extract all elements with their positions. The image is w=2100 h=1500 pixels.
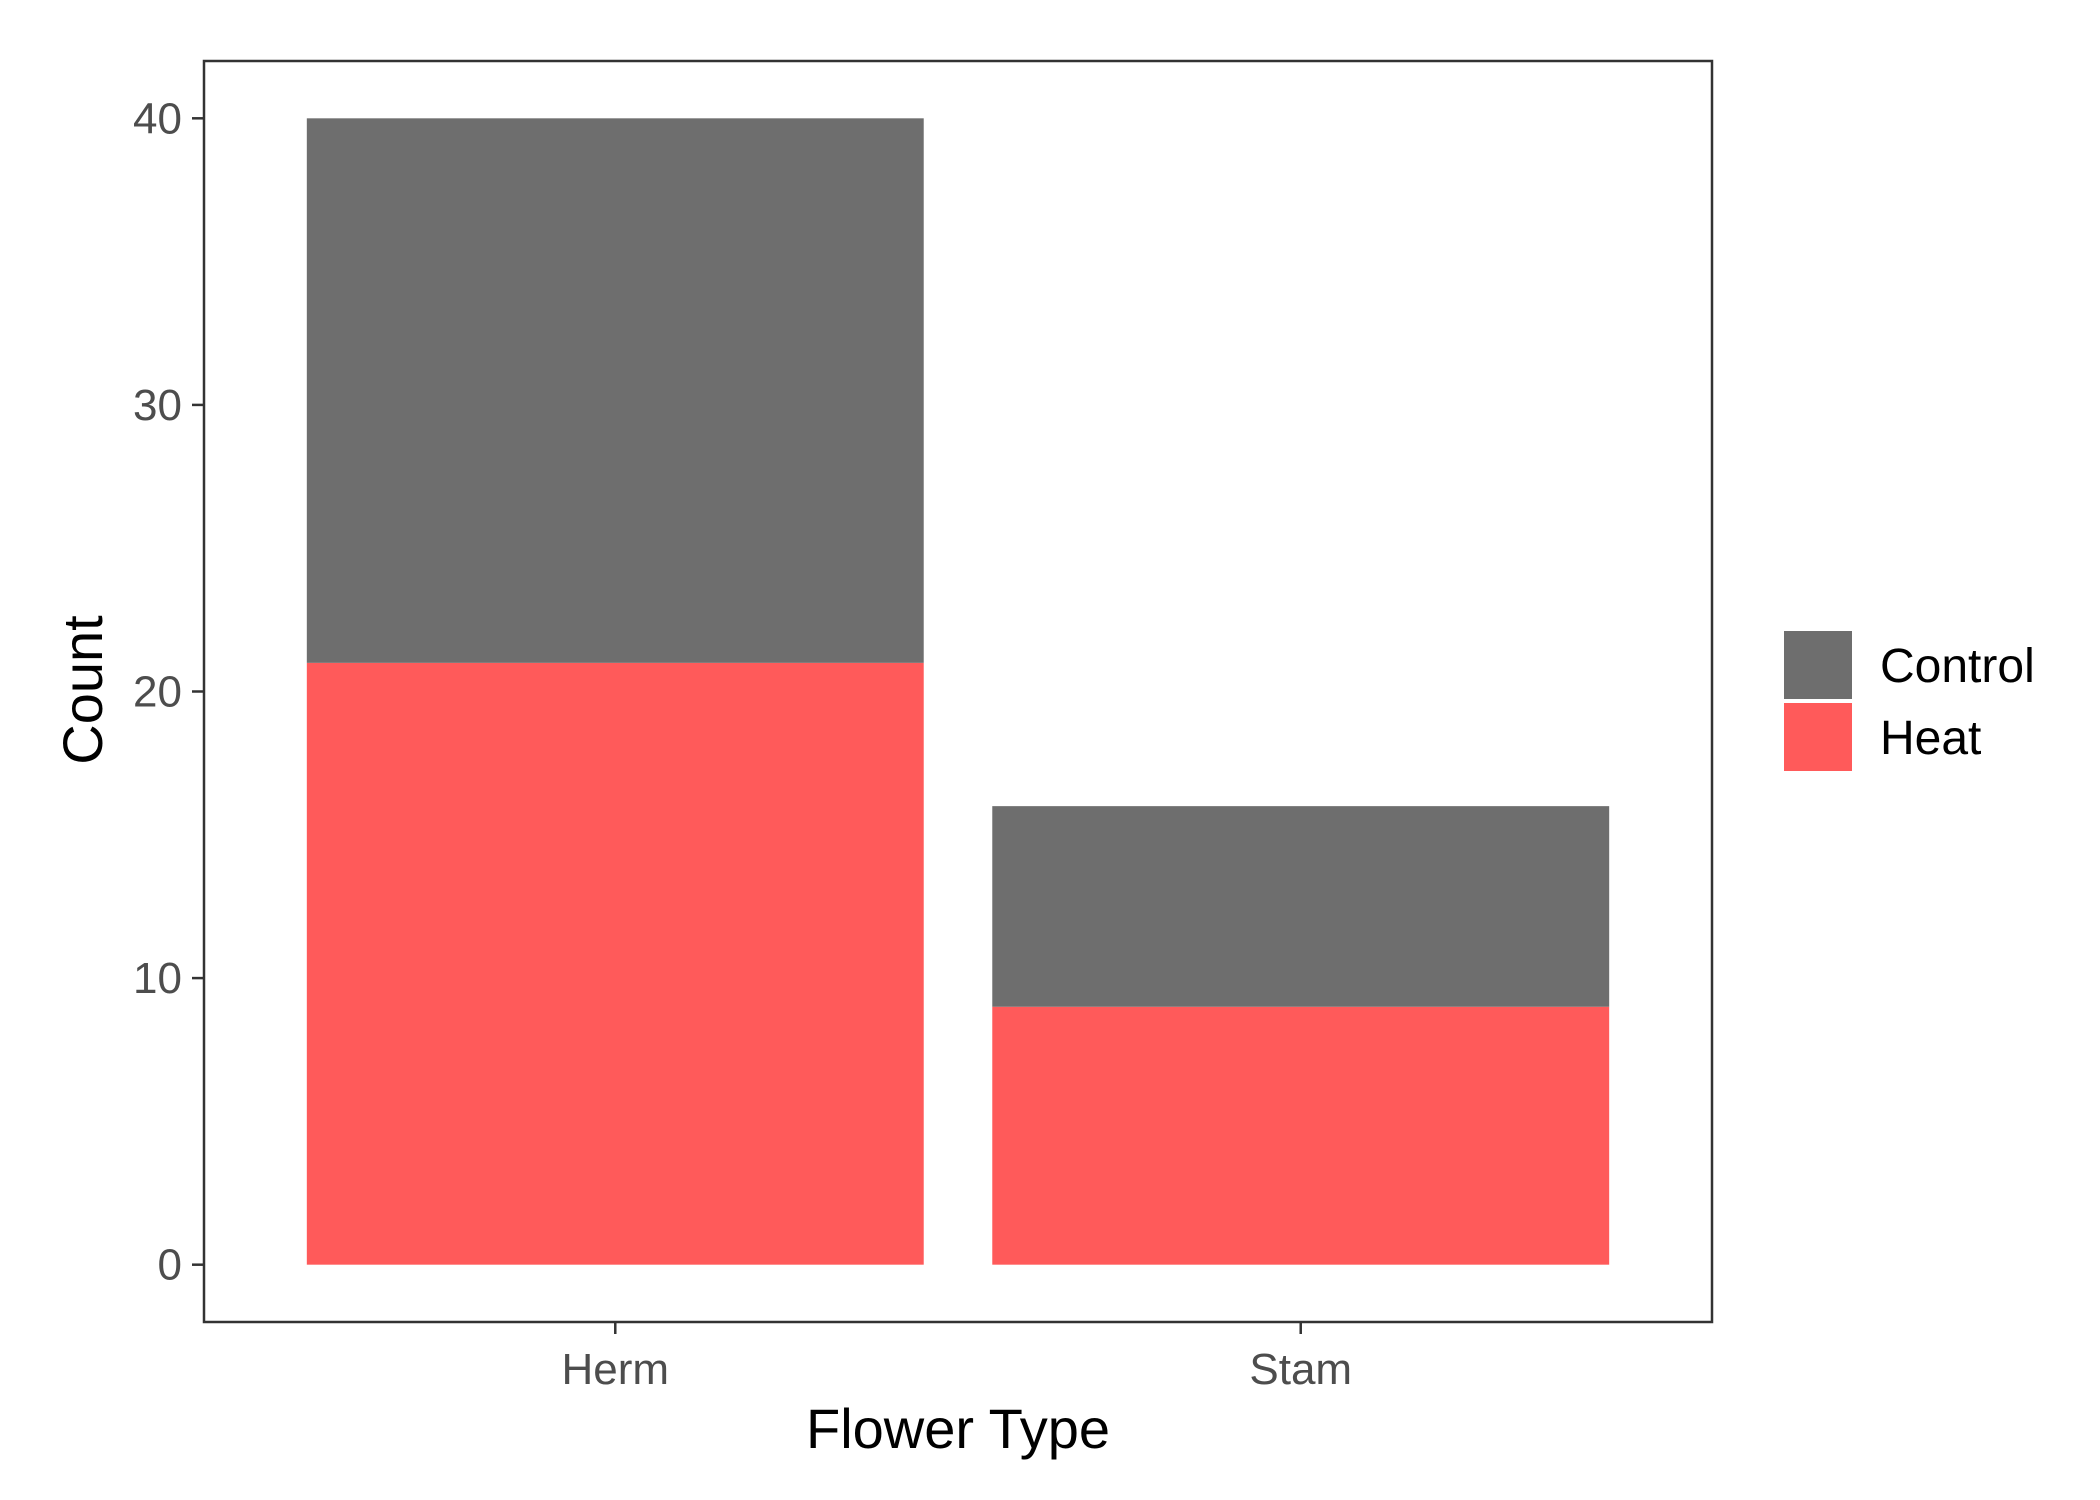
bars-layer bbox=[306, 118, 1610, 1265]
legend-label-heat: Heat bbox=[1880, 712, 1981, 765]
bar-herm-heat bbox=[306, 662, 924, 1265]
y-axis-title: Count bbox=[51, 615, 114, 765]
bar-stam-control bbox=[992, 806, 1610, 1007]
legend-label-control: Control bbox=[1880, 640, 2035, 693]
y-tick-label: 40 bbox=[133, 94, 182, 143]
bar-herm-control bbox=[306, 118, 924, 663]
x-axis-title: Flower Type bbox=[806, 1397, 1110, 1460]
y-tick-label: 0 bbox=[158, 1241, 182, 1290]
axes-layer: 0 10 20 30 40 Herm Stam bbox=[133, 94, 1352, 1394]
legend-key-control bbox=[1784, 631, 1852, 699]
y-tick-label: 30 bbox=[133, 381, 182, 430]
legend: Control Heat bbox=[1784, 631, 2035, 771]
y-tick-label: 10 bbox=[133, 954, 182, 1003]
x-tick-label: Stam bbox=[1249, 1345, 1352, 1394]
bar-stam-heat bbox=[992, 1006, 1610, 1265]
y-tick-label: 20 bbox=[133, 668, 182, 717]
legend-key-heat bbox=[1784, 703, 1852, 771]
x-tick-label: Herm bbox=[561, 1345, 669, 1394]
